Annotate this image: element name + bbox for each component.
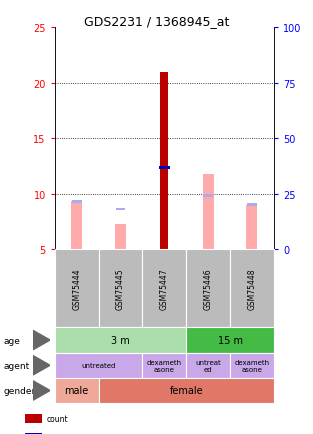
- Bar: [160, 72, 168, 250]
- Bar: [203, 195, 213, 197]
- Text: GSM75444: GSM75444: [72, 268, 81, 309]
- Text: dexameth
asone: dexameth asone: [234, 359, 269, 372]
- Text: untreated: untreated: [81, 362, 116, 368]
- Text: male: male: [64, 386, 89, 395]
- Text: 3 m: 3 m: [111, 335, 130, 345]
- Bar: [116, 208, 125, 211]
- Text: untreat
ed: untreat ed: [195, 359, 221, 372]
- Text: GSM75445: GSM75445: [116, 268, 125, 309]
- Text: GDS2231 / 1368945_at: GDS2231 / 1368945_at: [84, 15, 229, 28]
- Text: GSM75448: GSM75448: [248, 268, 256, 309]
- Bar: [159, 167, 170, 170]
- Text: count: count: [47, 414, 69, 423]
- Text: gender: gender: [3, 386, 35, 395]
- Bar: [203, 174, 214, 250]
- Polygon shape: [33, 381, 50, 400]
- Text: age: age: [3, 336, 20, 345]
- Bar: [71, 202, 82, 250]
- Bar: [247, 205, 257, 250]
- Text: percentile rank within the sample: percentile rank within the sample: [47, 433, 177, 434]
- Text: agent: agent: [3, 361, 29, 370]
- Text: GSM75446: GSM75446: [204, 268, 213, 309]
- Polygon shape: [33, 331, 50, 350]
- Bar: [115, 224, 126, 250]
- Text: female: female: [169, 386, 203, 395]
- Text: dexameth
asone: dexameth asone: [147, 359, 182, 372]
- Bar: [247, 204, 257, 207]
- Text: GSM75447: GSM75447: [160, 268, 169, 309]
- Text: 15 m: 15 m: [218, 335, 243, 345]
- Polygon shape: [33, 356, 50, 375]
- Bar: [72, 201, 81, 203]
